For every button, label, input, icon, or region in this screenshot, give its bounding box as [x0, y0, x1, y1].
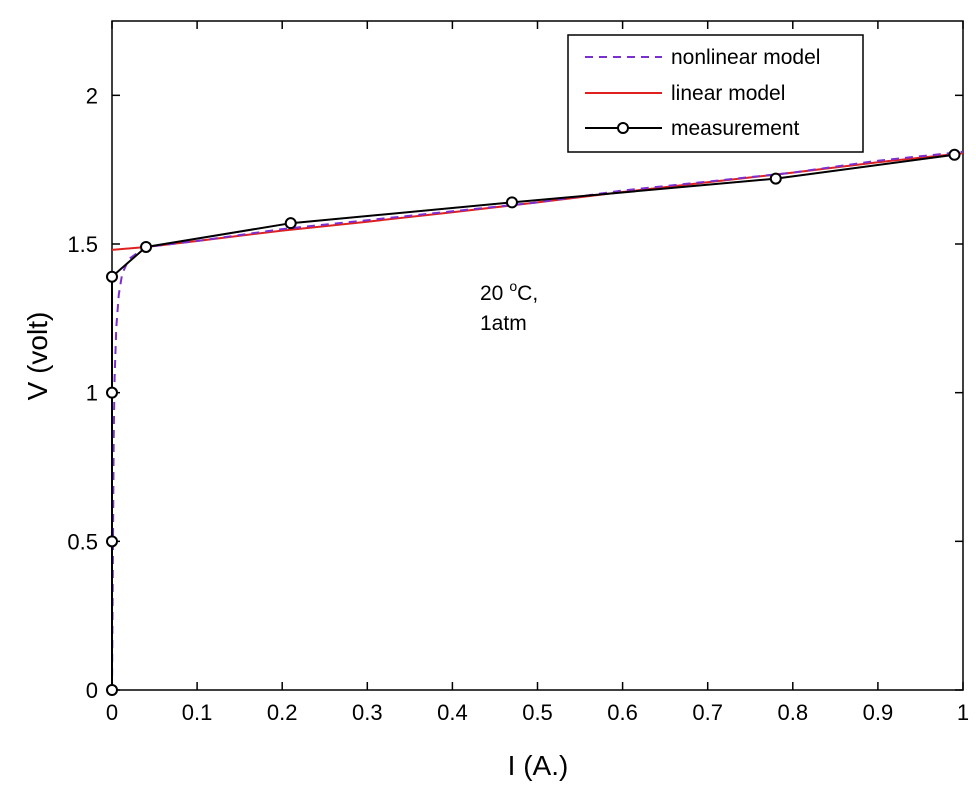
measurement-point — [948, 148, 961, 161]
legend-label-measurement: measurement — [671, 117, 800, 140]
measurement-point — [106, 535, 118, 548]
y-tick-label: 0 — [86, 678, 98, 703]
x-tick-label: 0.9 — [863, 700, 894, 725]
x-tick-label: 0.6 — [607, 700, 638, 725]
x-axis: 0 0.1 0.2 0.3 0.4 0.5 0.6 0.7 0.8 0.9 1 — [106, 21, 969, 725]
legend-label-nonlinear-model: nonlinear model — [671, 46, 820, 69]
annotation-degree-superscript: o — [509, 278, 517, 294]
measurement-point — [106, 386, 118, 399]
measurement-point — [284, 217, 297, 230]
legend: nonlinear model linear model measurement — [567, 34, 864, 153]
x-tick-label: 0.8 — [778, 700, 809, 725]
y-tick-label: 1 — [86, 381, 98, 406]
annotation-temperature-value: 20 — [480, 282, 503, 305]
x-tick-label: 0.3 — [352, 700, 383, 725]
y-axis: 0 0.5 1 1.5 2 — [67, 83, 963, 703]
y-axis-label: V (volt) — [22, 312, 53, 401]
y-tick-label: 2 — [86, 83, 98, 108]
y-tick-label: 0.5 — [67, 529, 98, 554]
measurement-point — [106, 270, 118, 283]
x-tick-label: 0.5 — [522, 700, 553, 725]
measurement-point — [106, 684, 118, 696]
x-tick-label: 1 — [957, 700, 969, 725]
x-tick-label: 0 — [106, 700, 118, 725]
y-tick-label: 1.5 — [67, 232, 98, 257]
x-tick-label: 0.4 — [437, 700, 468, 725]
x-tick-label: 0.1 — [182, 700, 213, 725]
x-tick-label: 0.7 — [692, 700, 723, 725]
x-tick-label: 0.2 — [267, 700, 298, 725]
legend-marker-measurement — [617, 122, 629, 134]
annotation-pressure: 1atm — [480, 312, 527, 335]
annotation-temperature-unit: C, — [517, 282, 538, 305]
legend-label-linear-model: linear model — [671, 82, 785, 105]
series-line-nonlinear-model — [111, 150, 964, 691]
series-layer — [106, 148, 964, 696]
measurement-point — [769, 172, 782, 185]
annotation-temperature: 20 oC, — [480, 278, 538, 305]
x-axis-label: I (A.) — [508, 750, 569, 781]
measurement-point — [140, 240, 153, 253]
measurement-point — [505, 196, 518, 209]
